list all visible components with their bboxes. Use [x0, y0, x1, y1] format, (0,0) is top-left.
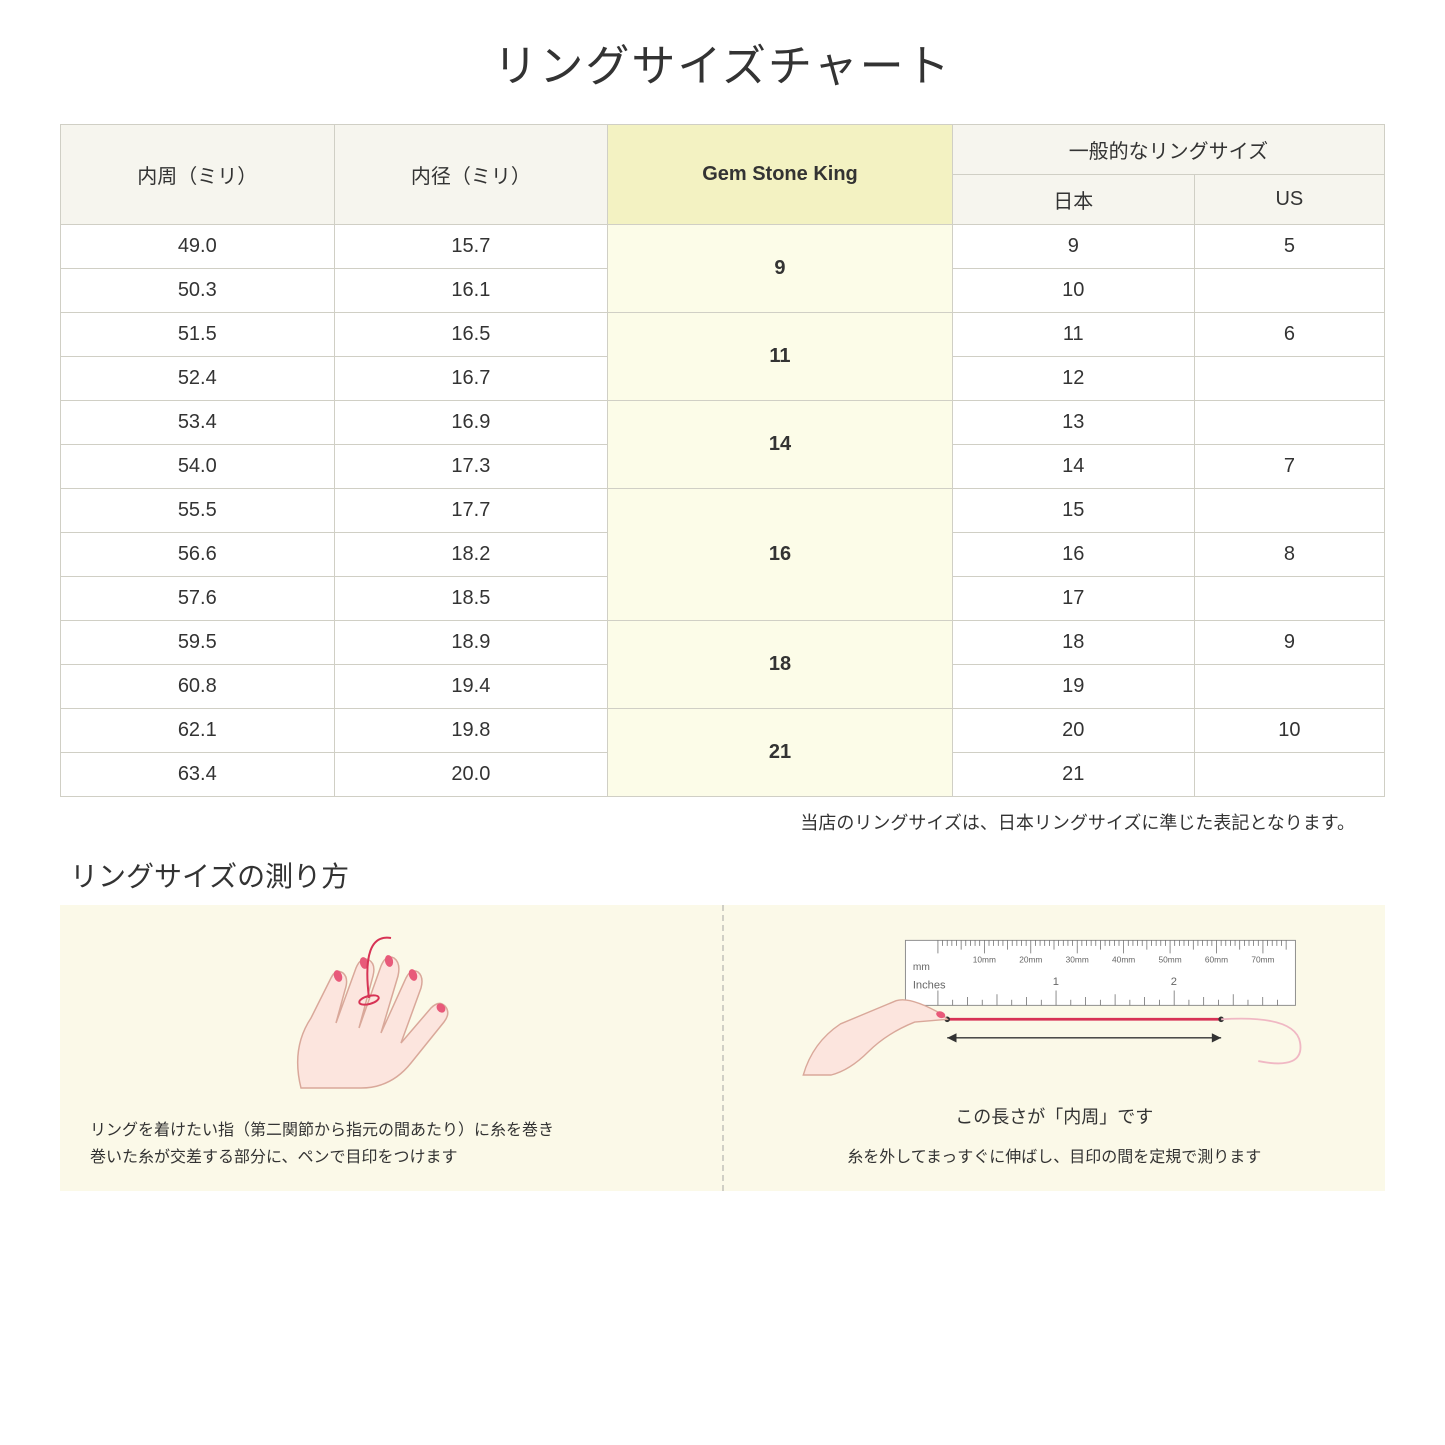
th-us: US — [1194, 175, 1384, 225]
measure-right: mm Inches 10mm 20mm 30mm 40mm 50mm 60mm 70mm 1 2 — [724, 905, 1386, 1191]
cell-circumference: 62.1 — [61, 709, 335, 753]
cell-us: 10 — [1194, 709, 1384, 753]
th-diameter: 内径（ミリ） — [334, 125, 608, 225]
cell-diameter: 18.9 — [334, 621, 608, 665]
cell-diameter: 20.0 — [334, 753, 608, 797]
cell-us — [1194, 489, 1384, 533]
cell-japan: 14 — [952, 445, 1194, 489]
cell-us: 6 — [1194, 313, 1384, 357]
th-japan: 日本 — [952, 175, 1194, 225]
cell-japan: 15 — [952, 489, 1194, 533]
cell-diameter: 19.8 — [334, 709, 608, 753]
cell-diameter: 16.7 — [334, 357, 608, 401]
svg-text:70mm: 70mm — [1252, 955, 1275, 965]
svg-text:1: 1 — [1053, 976, 1059, 988]
cell-diameter: 17.7 — [334, 489, 608, 533]
cell-japan: 16 — [952, 533, 1194, 577]
cell-us — [1194, 269, 1384, 313]
cell-circumference: 55.5 — [61, 489, 335, 533]
measure-box: リングを着けたい指（第二関節から指元の間あたり）に糸を巻き巻いた糸が交差する部分… — [60, 905, 1385, 1191]
page-title: リングサイズチャート — [60, 30, 1385, 94]
cell-us — [1194, 357, 1384, 401]
cell-japan: 13 — [952, 401, 1194, 445]
hand-illustration — [90, 925, 692, 1102]
cell-gsk: 21 — [608, 709, 953, 797]
cell-gsk: 16 — [608, 489, 953, 621]
cell-circumference: 63.4 — [61, 753, 335, 797]
measure-left: リングを着けたい指（第二関節から指元の間あたり）に糸を巻き巻いた糸が交差する部分… — [60, 905, 722, 1191]
cell-circumference: 53.4 — [61, 401, 335, 445]
cell-us — [1194, 401, 1384, 445]
cell-circumference: 52.4 — [61, 357, 335, 401]
svg-text:20mm: 20mm — [1019, 955, 1042, 965]
svg-text:40mm: 40mm — [1112, 955, 1135, 965]
cell-us: 8 — [1194, 533, 1384, 577]
svg-text:10mm: 10mm — [973, 955, 996, 965]
cell-us: 7 — [1194, 445, 1384, 489]
cell-us — [1194, 753, 1384, 797]
cell-diameter: 18.5 — [334, 577, 608, 621]
cell-japan: 17 — [952, 577, 1194, 621]
svg-text:60mm: 60mm — [1205, 955, 1228, 965]
measure-title: リングサイズの測り方 — [60, 855, 1385, 895]
cell-gsk: 11 — [608, 313, 953, 401]
ring-size-table: 内周（ミリ） 内径（ミリ） Gem Stone King 一般的なリングサイズ … — [60, 124, 1385, 797]
cell-circumference: 59.5 — [61, 621, 335, 665]
table-row: 62.119.8212010 — [61, 709, 1385, 753]
cell-japan: 12 — [952, 357, 1194, 401]
cell-gsk: 14 — [608, 401, 953, 489]
cell-diameter: 19.4 — [334, 665, 608, 709]
cell-diameter: 16.5 — [334, 313, 608, 357]
ruler-mm-label: mm — [913, 962, 930, 973]
cell-circumference: 49.0 — [61, 225, 335, 269]
cell-circumference: 50.3 — [61, 269, 335, 313]
ruler-inches-label: Inches — [913, 980, 946, 992]
cell-japan: 19 — [952, 665, 1194, 709]
th-circumference: 内周（ミリ） — [61, 125, 335, 225]
table-row: 53.416.91413 — [61, 401, 1385, 445]
cell-diameter: 16.9 — [334, 401, 608, 445]
size-note: 当店のリングサイズは、日本リングサイズに準じた表記となります。 — [60, 809, 1385, 835]
cell-japan: 10 — [952, 269, 1194, 313]
cell-us: 5 — [1194, 225, 1384, 269]
th-general: 一般的なリングサイズ — [952, 125, 1384, 175]
cell-us: 9 — [1194, 621, 1384, 665]
cell-circumference: 54.0 — [61, 445, 335, 489]
cell-japan: 21 — [952, 753, 1194, 797]
table-row: 59.518.918189 — [61, 621, 1385, 665]
svg-text:30mm: 30mm — [1066, 955, 1089, 965]
cell-circumference: 56.6 — [61, 533, 335, 577]
cell-circumference: 57.6 — [61, 577, 335, 621]
cell-gsk: 9 — [608, 225, 953, 313]
cell-japan: 11 — [952, 313, 1194, 357]
cell-diameter: 18.2 — [334, 533, 608, 577]
cell-diameter: 15.7 — [334, 225, 608, 269]
table-row: 55.517.71615 — [61, 489, 1385, 533]
cell-us — [1194, 577, 1384, 621]
table-row: 51.516.511116 — [61, 313, 1385, 357]
cell-japan: 9 — [952, 225, 1194, 269]
ruler-illustration: mm Inches 10mm 20mm 30mm 40mm 50mm 60mm 70mm 1 2 — [754, 925, 1356, 1095]
svg-text:50mm: 50mm — [1159, 955, 1182, 965]
cell-circumference: 60.8 — [61, 665, 335, 709]
svg-text:2: 2 — [1171, 976, 1177, 988]
cell-circumference: 51.5 — [61, 313, 335, 357]
cell-japan: 18 — [952, 621, 1194, 665]
measure-right-text: 糸を外してまっすぐに伸ばし、目印の間を定規で測ります — [754, 1144, 1356, 1171]
measure-right-label: この長さが「内周」です — [754, 1103, 1356, 1129]
cell-gsk: 18 — [608, 621, 953, 709]
cell-diameter: 17.3 — [334, 445, 608, 489]
measure-left-text: リングを着けたい指（第二関節から指元の間あたり）に糸を巻き巻いた糸が交差する部分… — [90, 1117, 692, 1171]
th-gsk: Gem Stone King — [608, 125, 953, 225]
cell-diameter: 16.1 — [334, 269, 608, 313]
table-row: 49.015.7995 — [61, 225, 1385, 269]
cell-japan: 20 — [952, 709, 1194, 753]
cell-us — [1194, 665, 1384, 709]
